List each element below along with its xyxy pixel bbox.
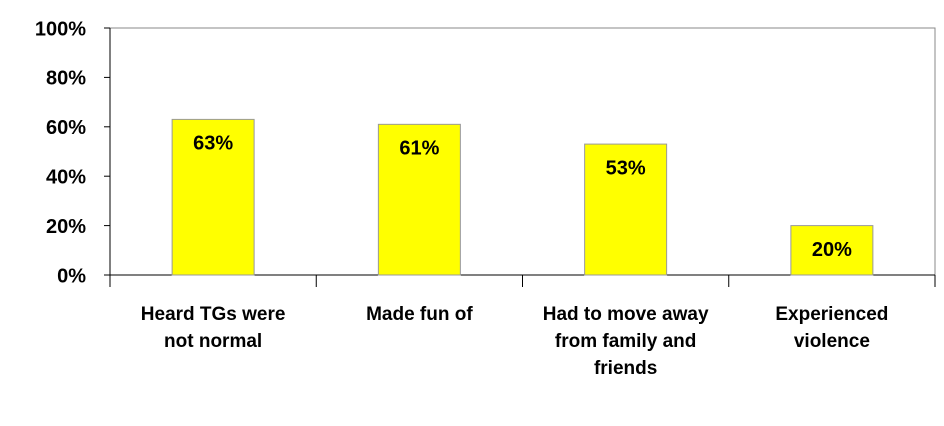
value-label: 20% <box>812 239 852 261</box>
x-tick-label: Had to move away from family and friends <box>542 304 709 379</box>
x-tick-label: Experienced violence <box>775 304 889 352</box>
y-tick-label: 60% <box>46 117 86 139</box>
bar <box>790 225 874 276</box>
value-label: 61% <box>399 138 439 160</box>
y-tick-label: 80% <box>46 68 86 90</box>
bar <box>377 123 461 276</box>
y-tick-label: 20% <box>46 216 86 238</box>
bar <box>584 143 668 276</box>
x-tick-label: Made fun of <box>366 304 473 325</box>
y-tick-label: 100% <box>35 18 86 40</box>
value-label: 53% <box>606 157 646 179</box>
value-label: 63% <box>193 133 233 155</box>
bar <box>171 118 255 276</box>
y-tick-label: 0% <box>57 265 86 287</box>
x-tick-label: Heard TGs were not normal <box>140 304 286 352</box>
y-tick-label: 40% <box>46 166 86 188</box>
